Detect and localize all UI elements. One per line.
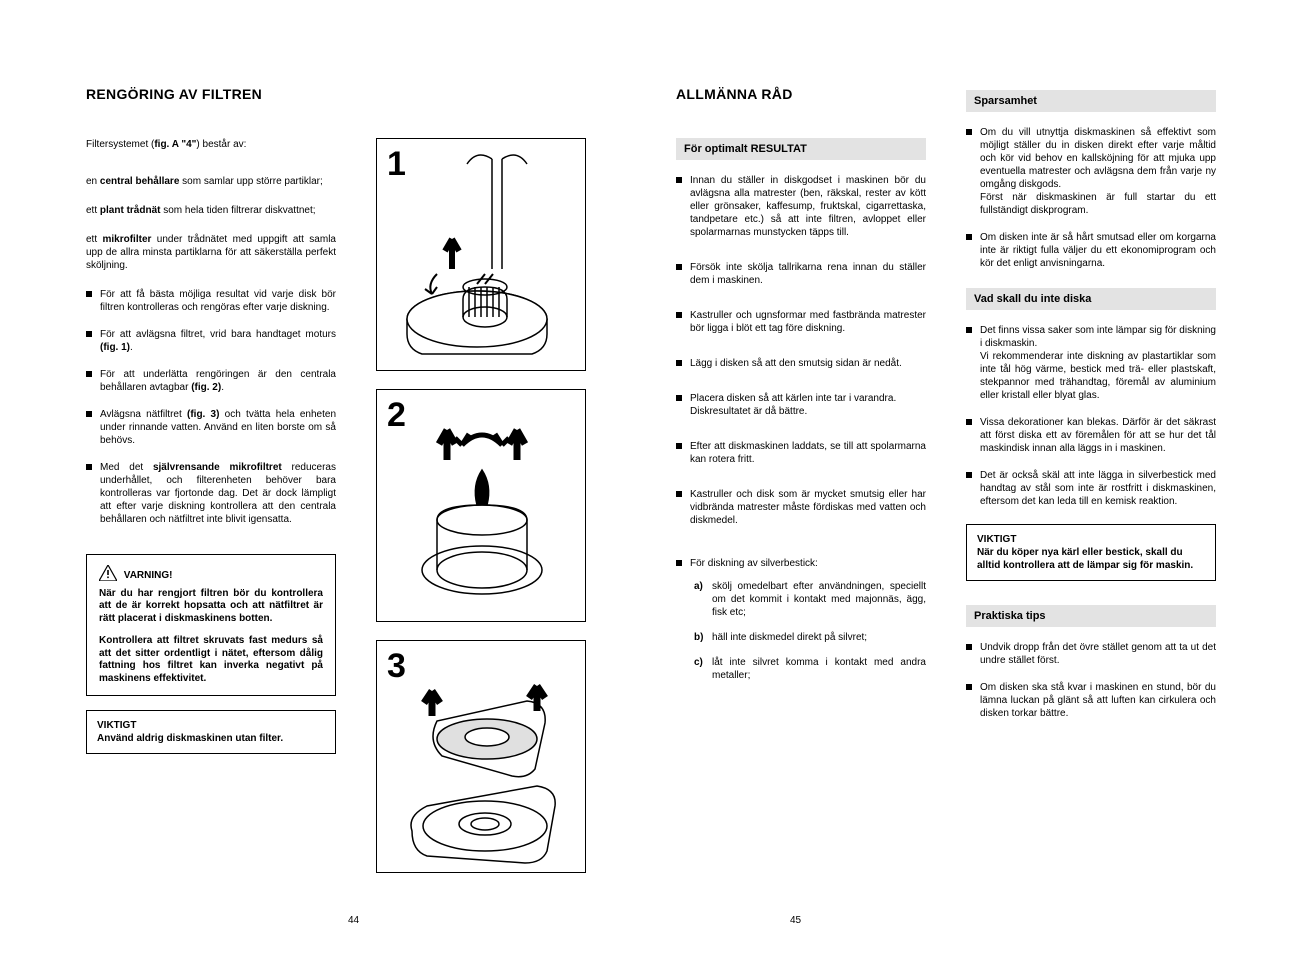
sec4-b1: Om disken ska stå kvar i maskinen en stu… xyxy=(966,681,1216,720)
sec3-heading: Vad skall du inte diska xyxy=(966,288,1216,310)
figure-1: 1 xyxy=(376,138,586,371)
sub-c: c)låt inte silvret komma i kontakt med a… xyxy=(694,656,926,682)
sec4-b0: Undvik dropp från det övre stället genom… xyxy=(966,641,1216,667)
sec1-b4: Placera disken så att kärlen inte tar i … xyxy=(676,392,926,418)
sec3-note: VIKTIGT När du köper nya kärl eller best… xyxy=(966,524,1216,581)
sec2-b1: Om disken inte är så hårt smutsad eller … xyxy=(966,231,1216,270)
left-title: RENGÖRING AV FILTREN xyxy=(86,86,336,102)
warning-icon xyxy=(99,565,117,586)
important-box: VIKTIGT Använd aldrig diskmaskinen utan … xyxy=(86,710,336,754)
left-bullet-3: Avlägsna nätfiltret (fig. 3) och tvätta … xyxy=(86,408,336,447)
sec4-heading: Praktiska tips xyxy=(966,605,1216,627)
sec1-b2: Kastruller och ugnsformar med fastbrända… xyxy=(676,309,926,335)
left-bullets: För att få bästa möjliga resultat vid va… xyxy=(86,288,336,526)
warning-box: VARNING! När du har rengjort filtren bör… xyxy=(86,554,336,696)
para-central: en central behållare som samlar upp stör… xyxy=(86,175,336,188)
sec2-b0: Om du vill utnyttja diskmaskinen så effe… xyxy=(966,126,1216,217)
sec3-bullets: Det finns vissa saker som inte lämpar si… xyxy=(966,324,1216,508)
left-text-column: RENGÖRING AV FILTREN Filtersystemet (fig… xyxy=(86,86,336,873)
right-page: ALLMÄNNA RÅD För optimalt RESULTAT Innan… xyxy=(676,86,1216,873)
warning-body2: Kontrollera att filtret skruvats fast me… xyxy=(99,635,323,685)
important-label: VIKTIGT xyxy=(97,719,325,732)
para-mikrofilter: ett mikrofilter under trådnätet med uppg… xyxy=(86,233,336,272)
figure-3: 3 xyxy=(376,640,586,873)
sec4-bullets: Undvik dropp från det övre stället genom… xyxy=(966,641,1216,720)
para-tradnat: ett plant trådnät som hela tiden filtrer… xyxy=(86,204,336,217)
sec3-b0: Det finns vissa saker som inte lämpar si… xyxy=(966,324,1216,402)
sec1-bullets: Innan du ställer in diskgodset i maskine… xyxy=(676,174,926,570)
warning-body1: När du har rengjort filtren bör du kontr… xyxy=(99,588,323,626)
sec1-b7: För diskning av silverbestick: xyxy=(676,557,926,570)
sec2-bullets: Om du vill utnyttja diskmaskinen så effe… xyxy=(966,126,1216,270)
figure-column: 1 xyxy=(376,138,586,873)
note-label: VIKTIGT xyxy=(977,533,1205,546)
page-num-left: 44 xyxy=(348,915,359,926)
sec3-b1: Vissa dekorationer kan blekas. Därför är… xyxy=(966,416,1216,455)
sec2-heading: Sparsamhet xyxy=(966,90,1216,112)
sec3-b2: Det är också skäl att inte lägga in silv… xyxy=(966,469,1216,508)
warning-title: VARNING! xyxy=(124,570,173,581)
left-bullet-1: För att avlägsna filtret, vrid bara hand… xyxy=(86,328,336,354)
sec1-b1: Försök inte skölja tallrikarna rena inna… xyxy=(676,261,926,287)
figure-1-illustration xyxy=(377,139,587,372)
figure-3-illustration xyxy=(377,641,587,874)
note-text: När du köper nya kärl eller bestick, ska… xyxy=(977,547,1193,571)
page-num-right: 45 xyxy=(790,915,801,926)
figure-2: 2 xyxy=(376,389,586,622)
sub-b: b)häll inte diskmedel direkt på silvret; xyxy=(694,631,926,644)
sec1-b6: Kastruller och disk som är mycket smutsi… xyxy=(676,488,926,527)
left-bullet-2: För att underlätta rengöringen är den ce… xyxy=(86,368,336,394)
figure-2-illustration xyxy=(377,390,587,623)
right-col-1: ALLMÄNNA RÅD För optimalt RESULTAT Innan… xyxy=(676,86,926,873)
left-bullet-4: Med det självrensande mikrofiltret reduc… xyxy=(86,461,336,526)
sec1-sublist: a)skölj omedelbart efter användningen, s… xyxy=(676,580,926,682)
right-title: ALLMÄNNA RÅD xyxy=(676,86,926,102)
sec1-b3: Lägg i disken så att den smutsig sidan ä… xyxy=(676,357,926,370)
left-page: RENGÖRING AV FILTREN Filtersystemet (fig… xyxy=(86,86,626,873)
sec1-b0: Innan du ställer in diskgodset i maskine… xyxy=(676,174,926,239)
intro-text: Filtersystemet (fig. A "4") består av: xyxy=(86,138,336,151)
sub-a: a)skölj omedelbart efter användningen, s… xyxy=(694,580,926,619)
manual-spread: RENGÖRING AV FILTREN Filtersystemet (fig… xyxy=(0,0,1308,903)
sec1-b5: Efter att diskmaskinen laddats, se till … xyxy=(676,440,926,466)
left-bullet-0: För att få bästa möjliga resultat vid va… xyxy=(86,288,336,314)
sec1-heading: För optimalt RESULTAT xyxy=(676,138,926,160)
right-col-2: Sparsamhet Om du vill utnyttja diskmaski… xyxy=(966,86,1216,873)
important-text: Använd aldrig diskmaskinen utan filter. xyxy=(97,733,283,744)
